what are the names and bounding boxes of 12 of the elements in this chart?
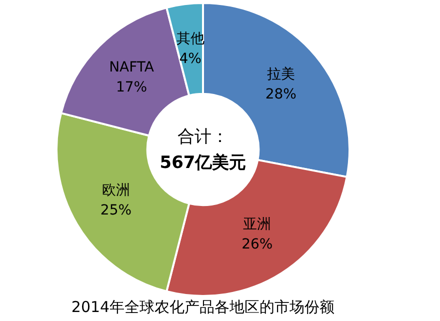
slice-label: 拉美 <box>266 66 295 83</box>
data-label: 4% <box>179 50 202 67</box>
data-label: 28% <box>265 86 296 103</box>
text: 567亿美元 <box>160 152 246 173</box>
data-label: 26% <box>242 236 273 252</box>
text: 合计： <box>178 126 228 147</box>
slice-label: 亚洲 <box>243 216 272 232</box>
slice-label: NAFTA <box>109 60 154 76</box>
slice-label: 欧洲 <box>102 182 130 199</box>
data-label: 17% <box>116 80 148 96</box>
data-label: 25% <box>100 202 132 219</box>
text: 2014年全球农化产品各地区的市场份额 <box>71 298 335 316</box>
